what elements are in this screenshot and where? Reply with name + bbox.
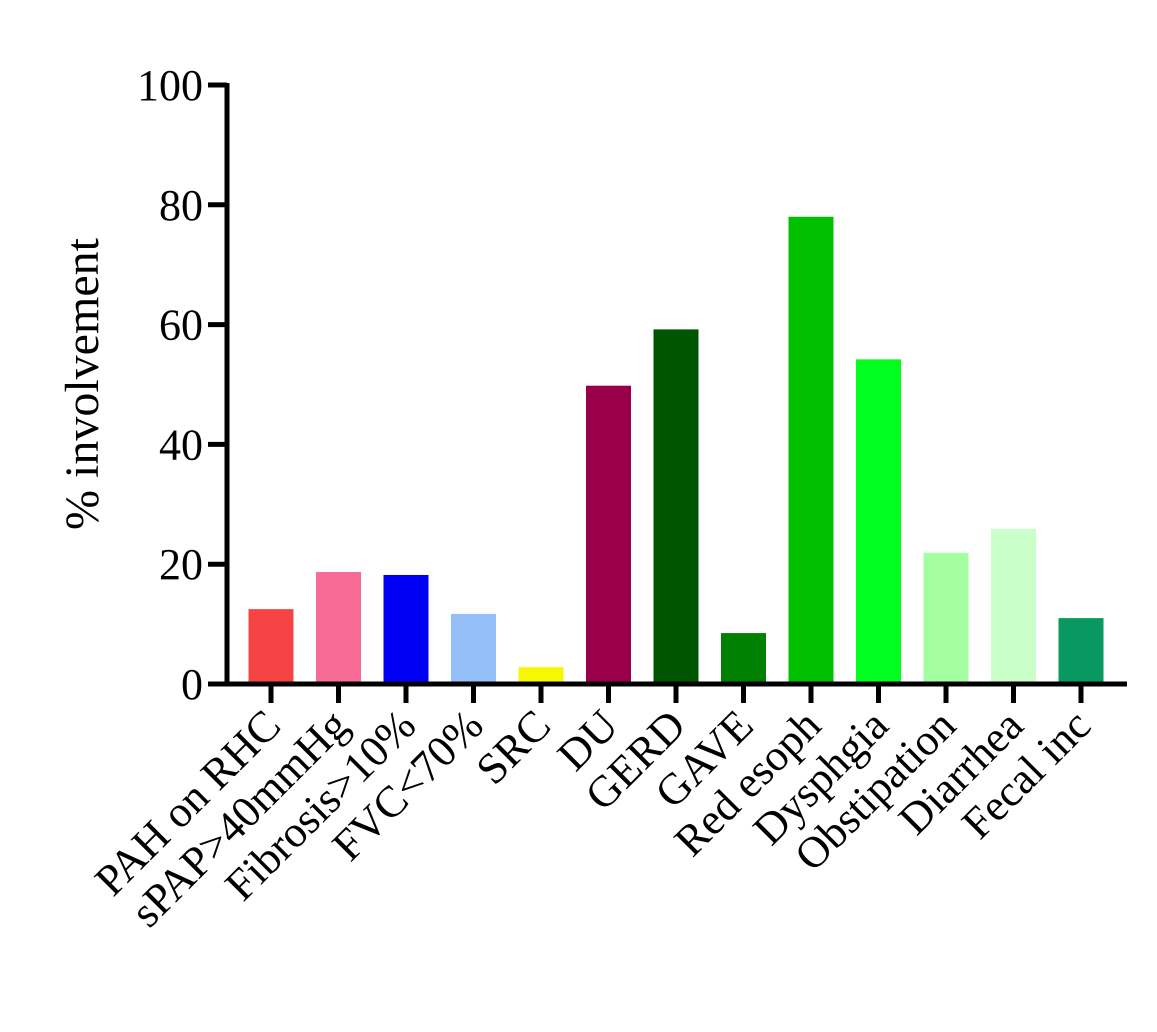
bar-2 (383, 574, 429, 684)
x-axis: PAH on RHCsPAP>40mmHgFibrosis>10%FVC<70%… (85, 681, 1127, 936)
y-tick-label-0: 0 (181, 660, 203, 709)
y-axis: 0 20 40 60 80 100 (137, 61, 230, 709)
bar-8 (788, 216, 834, 684)
bar-9 (856, 359, 901, 684)
bar-4 (518, 667, 564, 684)
y-tick-label-5: 100 (137, 61, 203, 110)
y-tick-label-4: 80 (159, 181, 203, 230)
bar-11 (991, 528, 1036, 684)
y-tick-label-1: 20 (159, 540, 203, 589)
y-tick-label-3: 60 (159, 301, 203, 350)
bar-12 (1058, 618, 1104, 684)
x-tick-label-4: SRC (467, 700, 560, 793)
y-tick-label-2: 40 (159, 420, 203, 469)
bar-3 (451, 613, 496, 684)
y-axis-title: % involvement (56, 237, 109, 530)
bar-6 (653, 329, 699, 684)
bar-5 (586, 385, 631, 684)
bar-0 (248, 609, 294, 684)
bars-group (248, 216, 1104, 684)
bar-7 (721, 633, 766, 684)
bar-10 (923, 552, 969, 684)
bar-1 (316, 571, 361, 684)
